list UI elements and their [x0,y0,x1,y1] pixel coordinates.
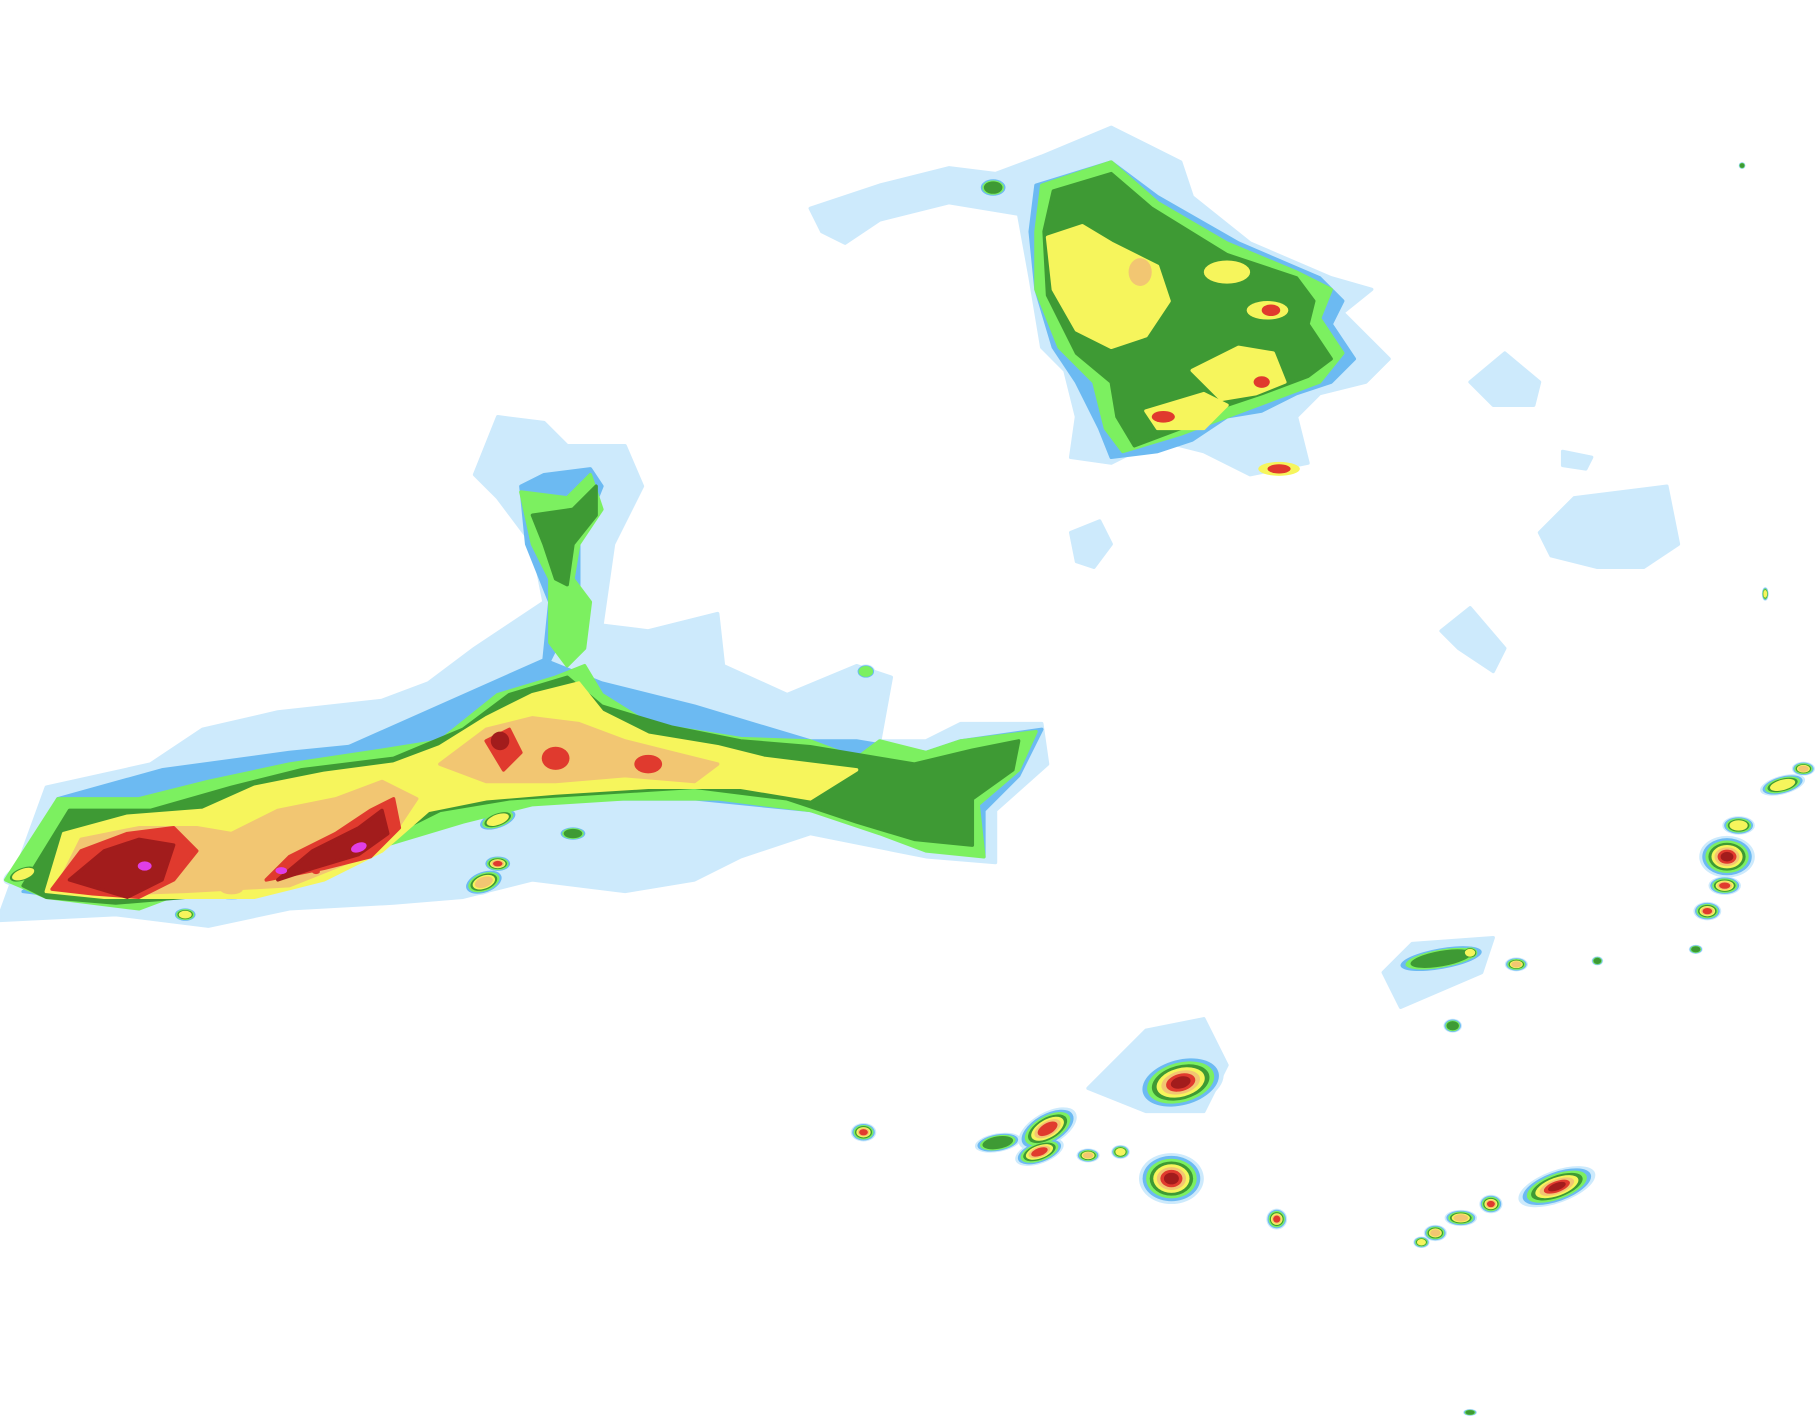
radar-cell [351,842,367,853]
radar-cell [563,828,583,839]
radar-cell [1719,882,1731,889]
radar-cell [1151,410,1175,423]
radar-cell [178,910,192,919]
radar-cell [1798,765,1809,772]
radar-cell [1593,957,1602,965]
radar-echo [1560,449,1594,471]
radar-cell [1273,1215,1281,1223]
radar-cell [1082,1152,1094,1159]
radar-cell [1267,464,1291,474]
radar-cell [312,869,320,875]
radar-cell [493,860,503,867]
radar-cell [983,181,1003,194]
radar-cell [859,1129,868,1136]
radar-cell [1031,1147,1048,1157]
radar-echo [276,808,390,882]
radar-cell [1203,260,1251,284]
radar-cell [858,666,874,677]
radar-cell [1446,1021,1459,1031]
radar-cell [1729,820,1748,831]
radar-cell [1763,590,1768,598]
radar-echo [1068,519,1113,570]
radar-cell [1430,1229,1441,1237]
radar-cell [1511,961,1522,968]
radar-cell [1720,851,1734,862]
radar-cell [1416,1238,1426,1246]
radar-cell [1163,1172,1179,1185]
radar-cell [1261,304,1281,317]
radar-cell [1691,946,1701,953]
radar-cell [1464,948,1476,957]
radar-cell [1769,778,1796,791]
radar-echo [1439,606,1507,674]
radar-echo [67,837,176,899]
radar-cell [1548,1181,1566,1192]
radar-cell [1410,949,1472,968]
radar-cell [982,1135,1014,1150]
radar-cell [137,861,152,871]
radar-cell [220,883,243,895]
radar-cell [541,746,570,770]
radar-cell [1702,907,1713,915]
radar-cell [1465,1410,1475,1415]
radar-cell [1170,1076,1191,1089]
radar-cell [474,876,493,889]
precip-very-intense-layer [67,731,1734,1192]
radar-echo [1537,484,1681,570]
radar-cell [486,813,509,826]
radar-cell [1253,376,1270,388]
radar-cell [275,867,288,875]
radar-cell [1115,1148,1126,1156]
radar-cell [1739,163,1745,168]
radar-echo [1468,351,1542,407]
radar-echo [530,484,598,587]
radar-cell [490,731,510,751]
radar-cell [12,867,35,881]
radar-cell [1453,1214,1469,1222]
radar-cell [1037,1121,1058,1137]
radar-echo [1045,224,1171,350]
precip-extreme-layer [137,842,367,875]
radar-cell [634,754,663,774]
radar-cell [1128,258,1152,286]
radar-cell [1486,1200,1495,1208]
